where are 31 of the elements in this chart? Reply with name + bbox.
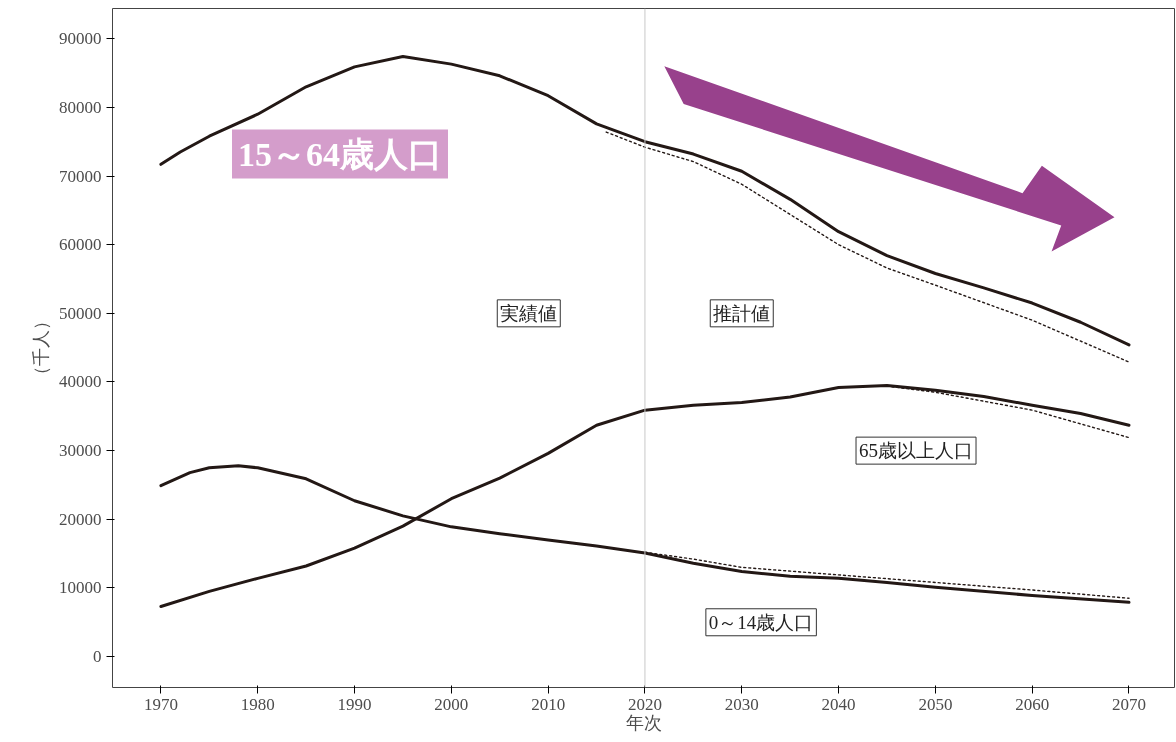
annotation: 0～14歳人口 xyxy=(708,611,814,633)
annotation: 実績値 xyxy=(500,302,558,324)
x-tick-label: 1990 xyxy=(337,694,372,714)
x-tick-label: 1980 xyxy=(240,694,275,714)
y-tick-label: 60000 xyxy=(59,235,102,255)
x-tick-label: 2070 xyxy=(1112,694,1146,714)
x-tick-label: 2040 xyxy=(821,694,856,714)
annotation: 65歳以上人口 xyxy=(859,440,974,462)
x-axis-title: 年次 xyxy=(625,712,662,733)
annotation: 推計値 xyxy=(713,302,771,324)
y-tick-label: 30000 xyxy=(59,441,102,461)
x-tick-label: 2000 xyxy=(434,694,469,714)
x-tick-label: 2030 xyxy=(724,694,759,714)
line-series xyxy=(605,131,1130,363)
y-tick-label: 80000 xyxy=(59,97,102,117)
y-tick-label: 0 xyxy=(93,647,102,667)
y-tick-label: 50000 xyxy=(59,303,102,323)
y-tick-label: 20000 xyxy=(59,509,102,529)
x-tick-label: 2010 xyxy=(531,694,566,714)
line-series xyxy=(159,55,1131,347)
x-tick-label: 2020 xyxy=(627,694,662,714)
y-tick-label: 10000 xyxy=(59,578,102,598)
annotation: 15～64歳人口 xyxy=(238,135,442,173)
y-tick-label: 90000 xyxy=(59,29,102,49)
x-tick-label: 2060 xyxy=(1015,694,1050,714)
x-tick-label: 1970 xyxy=(143,694,178,714)
line-series xyxy=(159,383,1131,608)
y-axis-title: （千人） xyxy=(31,312,51,384)
x-tick-label: 2050 xyxy=(918,694,953,714)
y-tick-label: 40000 xyxy=(59,372,102,392)
y-tick-label: 70000 xyxy=(59,166,102,186)
